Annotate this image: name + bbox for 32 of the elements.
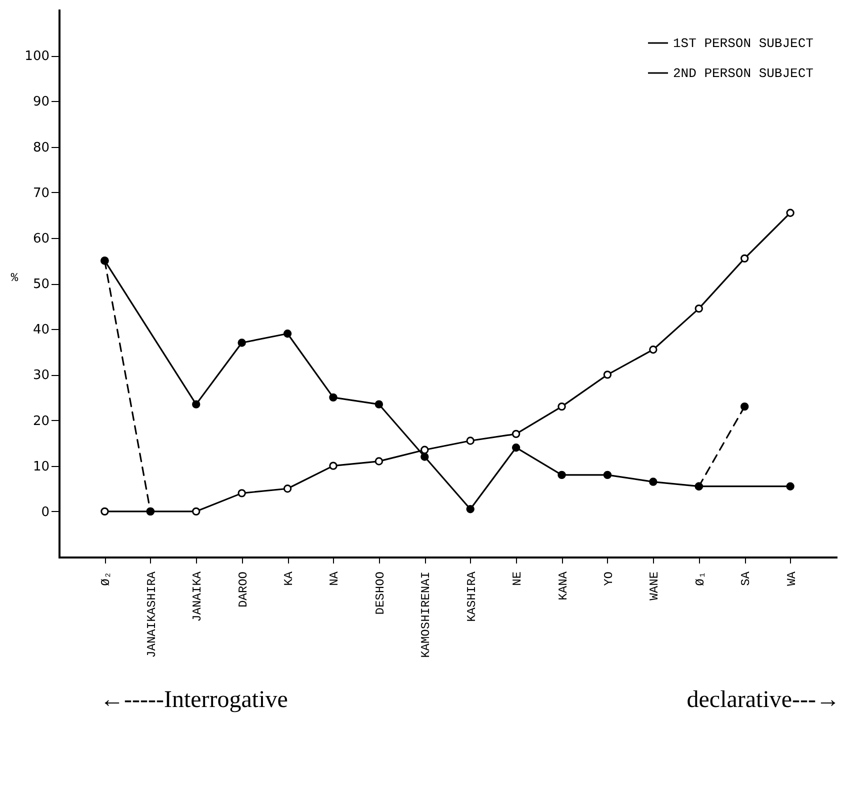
y-tick-label: 30 <box>32 368 50 384</box>
y-tick-label: 0 <box>41 504 50 520</box>
x-tick-label: Ø₂ <box>99 572 114 586</box>
y-tick-label: 50 <box>32 277 50 292</box>
legend-label: 2ND PERSON SUBJECT <box>673 66 814 81</box>
text: declarative---→ <box>686 687 840 714</box>
y-axis-title: % <box>10 271 19 285</box>
x-tick-label: KASHIRA <box>464 570 479 622</box>
y-tick-label: 80 <box>32 140 50 156</box>
y-tick-label: 60 <box>32 231 50 246</box>
y-tick-label: 20 <box>32 414 50 429</box>
x-tick-label: DAROO <box>236 572 250 608</box>
x-tick-label: JANAIKASHIRA <box>144 570 159 658</box>
x-tick-label: NE <box>510 572 525 586</box>
legend-label: 1ST PERSON SUBJECT <box>673 36 814 51</box>
text: ←-----Interrogative <box>100 687 288 714</box>
x-tick-label: JANAIKA <box>190 570 205 622</box>
x-tick-label: WANE <box>648 572 662 600</box>
y-tick-label: 70 <box>32 186 50 201</box>
x-tick-label: KAMOSHIRENAI <box>419 572 434 658</box>
x-tick-label: DESHOO <box>373 572 388 615</box>
x-tick-label: SA <box>739 570 754 586</box>
x-tick-label: KANA <box>556 570 570 600</box>
x-tick-label: NA <box>328 570 342 586</box>
y-tick-label: 10 <box>32 459 50 474</box>
y-tick-label: 90 <box>32 94 50 110</box>
x-tick-label: YO <box>602 572 616 586</box>
x-tick-label: WA <box>784 570 799 586</box>
y-tick-label: 40 <box>32 322 50 338</box>
x-tick-label: Ø₁ <box>693 572 708 586</box>
y-tick-label: 100 <box>24 49 50 64</box>
x-tick-label: KA <box>282 570 296 586</box>
